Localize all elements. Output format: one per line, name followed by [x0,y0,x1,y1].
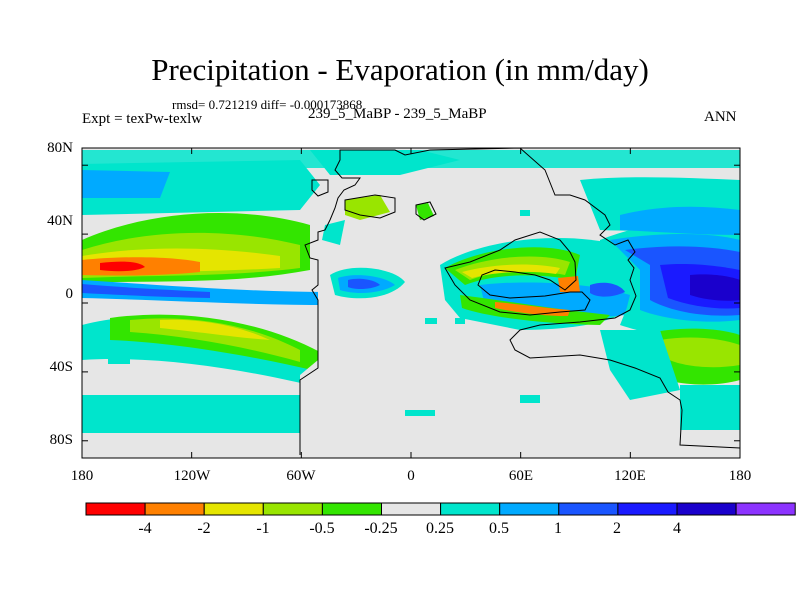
contour-north-cyan-strip [310,150,460,175]
lon-tick-label: 0 [407,468,415,484]
colorbar-label: -4 [138,520,152,537]
lon-tick-label: 60W [286,468,316,484]
contour-south-cyan-band [82,395,302,433]
lat-tick-label: 80S [49,432,73,448]
colorbar-swatch [381,502,442,516]
colorbar [85,502,796,516]
colorbar-swatch [144,502,205,516]
lon-tick-label: 180 [70,468,94,484]
lon-tick-label: 120W [173,468,211,484]
season-label: ANN [704,109,737,125]
contour-patch-2 [455,318,465,324]
plot-title: Precipitation - Evaporation (in mm/day) [151,52,649,87]
colorbar-label: 2 [613,520,621,537]
colorbar-label: -0.5 [309,520,335,537]
contour-tethys-blue-blob [590,282,625,297]
contour-south-cyan-band-east [680,385,740,430]
colorbar-label: 0.25 [426,520,454,537]
contour-central-blue-blob [348,278,380,290]
contour-north-green-strip [416,203,434,220]
colorbar-swatch [558,502,619,516]
contour-patch-6 [108,358,130,364]
colorbar-label: 0.5 [489,520,509,537]
contour-patch-3 [405,410,435,416]
colorbar-swatch [499,502,560,516]
contour-patch-4 [520,395,540,403]
north-small-island-outline [415,201,437,221]
experiment-label: Expt = texPw-texlw [82,111,203,127]
contour-southeast-cyan [600,330,680,400]
colorbar-swatch [203,502,264,516]
colorbar-swatch [321,502,382,516]
lat-tick-label: 40N [47,213,73,229]
contour-tethys-orange-spot [558,276,580,292]
stats-text: rmsd= 0.721219 diff= -0.000173868 [172,97,363,112]
colorbar-swatch [617,502,678,516]
colorbar-label: -0.25 [364,520,398,537]
contour-south-pacific-yellow [160,319,270,340]
map-plot [81,147,741,459]
contour-north-pacific-sky [82,170,170,198]
west-island-outline [311,179,329,197]
contour-pacific-red-spot [100,261,145,272]
colorbar-label: 1 [554,520,562,537]
colorbar-label: -2 [197,520,211,537]
contour-northeast-sky [620,206,740,235]
contour-southeast-lime [660,337,740,368]
colorbar-swatch [440,502,501,516]
lat-tick-label: 40S [49,359,73,375]
lon-tick-label: 180 [728,468,752,484]
tethys-outline [444,231,591,316]
colorbar-swatch [676,502,737,516]
lat-tick-label: 80N [47,140,73,156]
colorbar-label: 4 [673,520,681,537]
case-label: 239_5_MaBP - 239_5_MaBP [308,106,487,122]
north-island-outline [344,194,396,219]
contour-north-cyan-patch [322,220,345,245]
axis-ticks [81,148,741,458]
contour-east-navy-core [690,274,740,301]
continent-outline [299,147,741,455]
colorbar-swatch [735,502,796,516]
contour-equatorial-deep-strip [82,284,210,298]
lon-tick-label: 120E [614,468,646,484]
lat-tick-label: 0 [65,286,74,302]
colorbar-label: -1 [256,520,270,537]
colorbar-swatch [85,502,146,516]
lon-tick-label: 60E [508,468,534,484]
colorbar-swatch [262,502,323,516]
contour-patch-1 [425,318,437,324]
contour-patch-5 [520,210,530,216]
